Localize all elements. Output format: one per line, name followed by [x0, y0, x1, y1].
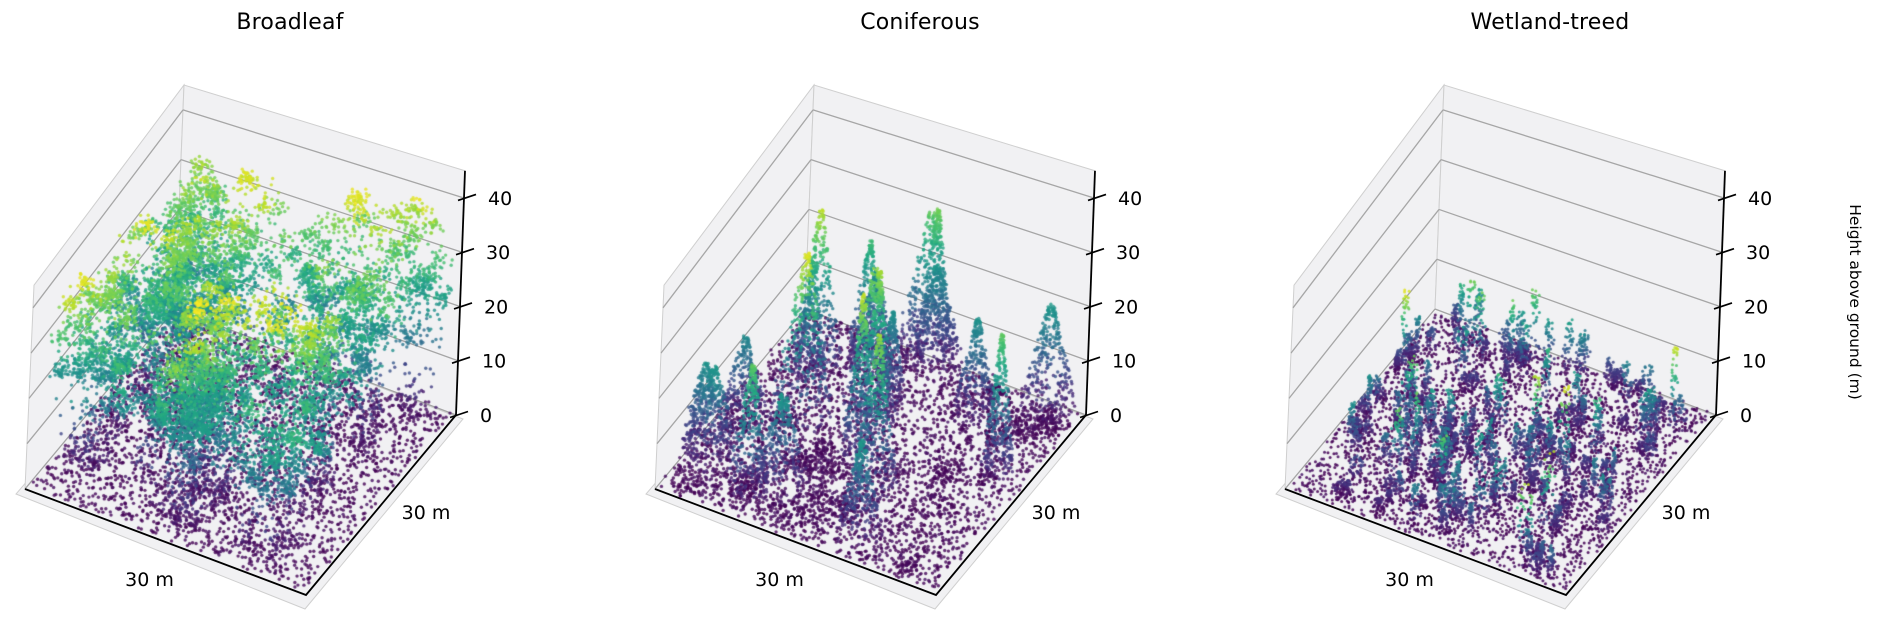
point-cloud-broadleaf — [0, 0, 630, 628]
panel-coniferous: Coniferous 01020304030 m30 m — [630, 0, 1260, 628]
point-cloud-coniferous — [630, 0, 1260, 628]
panel-broadleaf: Broadleaf 01020304030 m30 m — [0, 0, 630, 628]
panel-wetland-treed: Wetland-treed 01020304030 m30 mHeight ab… — [1260, 0, 1890, 628]
point-cloud-wetland-treed — [1260, 0, 1890, 628]
